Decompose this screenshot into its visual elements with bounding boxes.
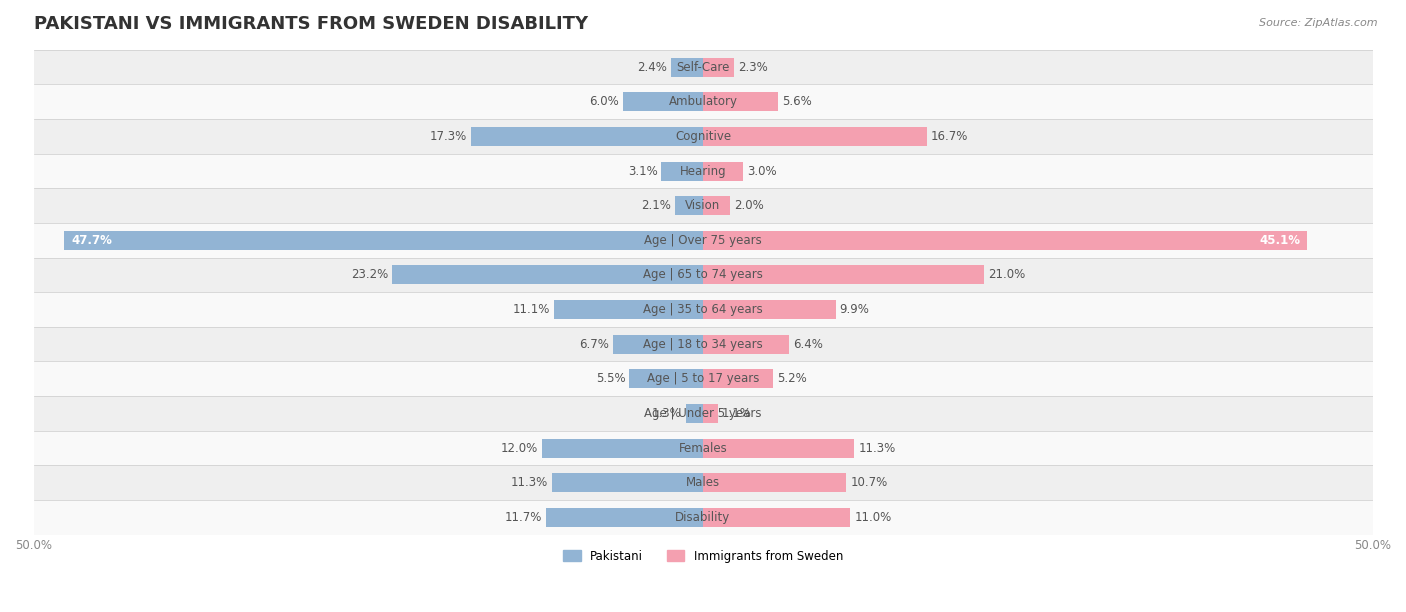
Bar <box>554 300 703 319</box>
Text: 2.3%: 2.3% <box>738 61 768 73</box>
Text: Source: ZipAtlas.com: Source: ZipAtlas.com <box>1260 18 1378 28</box>
Text: Age | 35 to 64 years: Age | 35 to 64 years <box>643 303 763 316</box>
Bar <box>34 362 1372 396</box>
Text: 2.1%: 2.1% <box>641 199 671 212</box>
Text: 10.7%: 10.7% <box>851 476 887 489</box>
Bar <box>34 327 1372 362</box>
Bar <box>703 127 927 146</box>
Bar <box>703 58 734 76</box>
Text: 1.1%: 1.1% <box>721 407 752 420</box>
Text: Self-Care: Self-Care <box>676 61 730 73</box>
Text: 11.1%: 11.1% <box>513 303 550 316</box>
Text: 11.7%: 11.7% <box>505 511 543 524</box>
Text: 2.0%: 2.0% <box>734 199 763 212</box>
Text: 11.3%: 11.3% <box>510 476 548 489</box>
Bar <box>703 439 855 458</box>
Text: 11.0%: 11.0% <box>855 511 891 524</box>
Text: Age | Under 5 years: Age | Under 5 years <box>644 407 762 420</box>
Text: 23.2%: 23.2% <box>352 269 388 282</box>
Bar <box>471 127 703 146</box>
Bar <box>630 369 703 388</box>
Text: Disability: Disability <box>675 511 731 524</box>
Text: Males: Males <box>686 476 720 489</box>
Bar <box>703 162 744 181</box>
Text: 9.9%: 9.9% <box>839 303 869 316</box>
Bar <box>547 508 703 527</box>
Bar <box>661 162 703 181</box>
Bar <box>671 58 703 76</box>
Bar <box>703 473 846 492</box>
Text: Age | 65 to 74 years: Age | 65 to 74 years <box>643 269 763 282</box>
Text: 47.7%: 47.7% <box>70 234 112 247</box>
Text: Hearing: Hearing <box>679 165 727 177</box>
Bar <box>34 84 1372 119</box>
Text: 12.0%: 12.0% <box>501 441 538 455</box>
Text: Vision: Vision <box>685 199 721 212</box>
Bar <box>34 500 1372 535</box>
Bar <box>34 258 1372 292</box>
Bar <box>392 266 703 285</box>
Bar <box>65 231 703 250</box>
Text: Ambulatory: Ambulatory <box>668 95 738 108</box>
Bar <box>34 50 1372 84</box>
Text: Cognitive: Cognitive <box>675 130 731 143</box>
Bar <box>686 404 703 423</box>
Text: 6.4%: 6.4% <box>793 338 823 351</box>
Bar <box>34 119 1372 154</box>
Bar <box>703 266 984 285</box>
Text: PAKISTANI VS IMMIGRANTS FROM SWEDEN DISABILITY: PAKISTANI VS IMMIGRANTS FROM SWEDEN DISA… <box>34 15 588 33</box>
Text: 21.0%: 21.0% <box>988 269 1025 282</box>
Text: 3.1%: 3.1% <box>627 165 658 177</box>
Bar <box>34 154 1372 188</box>
Text: 5.5%: 5.5% <box>596 372 626 386</box>
Bar <box>34 223 1372 258</box>
Text: 11.3%: 11.3% <box>858 441 896 455</box>
Text: Age | Over 75 years: Age | Over 75 years <box>644 234 762 247</box>
Text: 6.7%: 6.7% <box>579 338 609 351</box>
Text: 3.0%: 3.0% <box>747 165 776 177</box>
Text: 45.1%: 45.1% <box>1260 234 1301 247</box>
Legend: Pakistani, Immigrants from Sweden: Pakistani, Immigrants from Sweden <box>558 545 848 567</box>
Bar <box>34 396 1372 431</box>
Bar <box>703 300 835 319</box>
Text: 1.3%: 1.3% <box>652 407 682 420</box>
Bar <box>703 404 717 423</box>
Bar <box>613 335 703 354</box>
Text: 5.6%: 5.6% <box>782 95 811 108</box>
Bar <box>703 231 1308 250</box>
Bar <box>34 188 1372 223</box>
Bar <box>34 292 1372 327</box>
Bar <box>703 369 773 388</box>
Bar <box>551 473 703 492</box>
Bar <box>34 465 1372 500</box>
Text: 17.3%: 17.3% <box>430 130 467 143</box>
Bar <box>703 196 730 215</box>
Text: 5.2%: 5.2% <box>776 372 807 386</box>
Bar <box>34 431 1372 465</box>
Text: 6.0%: 6.0% <box>589 95 619 108</box>
Text: Age | 5 to 17 years: Age | 5 to 17 years <box>647 372 759 386</box>
Text: 2.4%: 2.4% <box>637 61 666 73</box>
Text: Age | 18 to 34 years: Age | 18 to 34 years <box>643 338 763 351</box>
Bar <box>703 92 778 111</box>
Bar <box>703 508 851 527</box>
Text: 16.7%: 16.7% <box>931 130 967 143</box>
Bar <box>623 92 703 111</box>
Bar <box>703 335 789 354</box>
Text: Females: Females <box>679 441 727 455</box>
Bar <box>543 439 703 458</box>
Bar <box>675 196 703 215</box>
